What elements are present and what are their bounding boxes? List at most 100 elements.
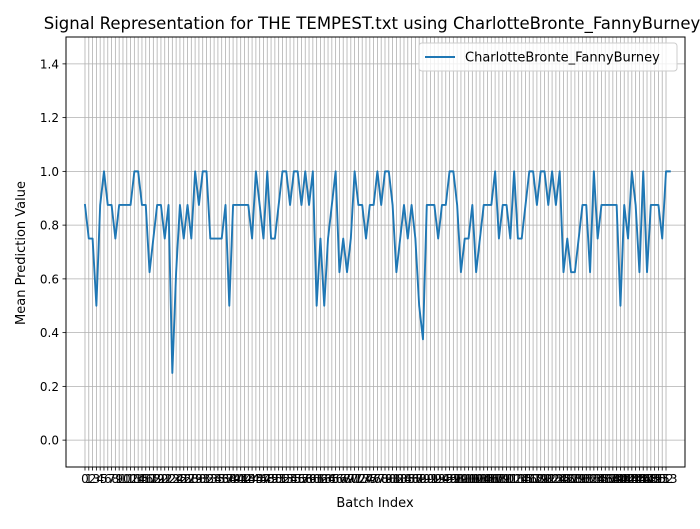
x-tick-label: 44 bbox=[244, 472, 259, 486]
y-tick-label: 0.4 bbox=[40, 326, 59, 340]
x-tick-label: 99 bbox=[453, 472, 468, 486]
x-tick-label: 104 bbox=[468, 472, 491, 486]
x-tick-label: 7 bbox=[108, 472, 116, 486]
x-tick-label: 43 bbox=[241, 472, 256, 486]
x-tick-label: 91 bbox=[423, 472, 438, 486]
x-tick-label: 14 bbox=[131, 472, 146, 486]
x-tick-label: 70 bbox=[343, 472, 358, 486]
x-tick-label: 33 bbox=[203, 472, 218, 486]
x-tick-label: 132 bbox=[575, 472, 598, 486]
x-tick-label: 126 bbox=[552, 472, 575, 486]
x-tick-label: 5 bbox=[100, 472, 108, 486]
x-tick-label: 23 bbox=[165, 472, 180, 486]
x-tick-label: 140 bbox=[605, 472, 628, 486]
x-tick-label: 116 bbox=[514, 472, 537, 486]
x-tick-label: 39 bbox=[225, 472, 240, 486]
x-tick-label: 17 bbox=[142, 472, 157, 486]
x-tick-label: 101 bbox=[457, 472, 480, 486]
x-tick-label: 106 bbox=[476, 472, 499, 486]
x-tick-label: 10 bbox=[115, 472, 130, 486]
x-tick-label: 78 bbox=[374, 472, 389, 486]
x-tick-label: 84 bbox=[396, 472, 411, 486]
x-tick-label: 128 bbox=[560, 472, 583, 486]
x-tick-label: 117 bbox=[518, 472, 541, 486]
legend-box bbox=[418, 42, 678, 72]
chart-title: Signal Representation for THE TEMPEST.tx… bbox=[44, 14, 700, 34]
legend: CharlotteBronte_FannyBurney bbox=[418, 42, 678, 72]
x-tick-label: 62 bbox=[313, 472, 328, 486]
x-tick-label: 12 bbox=[123, 472, 138, 486]
x-tick-label: 144 bbox=[620, 472, 643, 486]
x-tick-label: 119 bbox=[525, 472, 548, 486]
plot-frame bbox=[65, 36, 686, 468]
x-tick-label: 11 bbox=[119, 472, 134, 486]
x-tick-label: 141 bbox=[609, 472, 632, 486]
x-tick-label: 149 bbox=[639, 472, 662, 486]
x-tick-label: 105 bbox=[472, 472, 495, 486]
y-tick-label: 1.2 bbox=[40, 111, 59, 125]
x-tick-label: 25 bbox=[172, 472, 187, 486]
x-tick-label: 35 bbox=[210, 472, 225, 486]
x-tick-label: 59 bbox=[301, 472, 316, 486]
x-tick-label: 100 bbox=[453, 472, 476, 486]
x-tick-label: 147 bbox=[632, 472, 655, 486]
x-tick-label: 21 bbox=[157, 472, 172, 486]
x-tick-label: 93 bbox=[431, 472, 446, 486]
x-tick-label: 123 bbox=[541, 472, 564, 486]
x-tick-label: 13 bbox=[127, 472, 142, 486]
x-tick-label: 75 bbox=[362, 472, 377, 486]
x-tick-label: 38 bbox=[222, 472, 237, 486]
y-tick-label: 0.8 bbox=[40, 219, 59, 233]
x-tick-label: 152 bbox=[651, 472, 674, 486]
x-tick-label: 74 bbox=[358, 472, 373, 486]
x-tick-label: 98 bbox=[450, 472, 465, 486]
x-tick-label: 42 bbox=[237, 472, 252, 486]
x-tick-label: 24 bbox=[168, 472, 183, 486]
x-tick-label: 3 bbox=[93, 472, 101, 486]
x-tick-label: 50 bbox=[267, 472, 282, 486]
x-tick-label: 82 bbox=[389, 472, 404, 486]
x-tick-label: 88 bbox=[412, 472, 427, 486]
y-axis-label: Mean Prediction Value bbox=[14, 181, 29, 325]
axes: 0123456789101112131415161718192021222324… bbox=[40, 36, 686, 486]
x-tick-label: 107 bbox=[480, 472, 503, 486]
x-tick-label: 61 bbox=[309, 472, 324, 486]
x-tick-label: 52 bbox=[275, 472, 290, 486]
x-tick-label: 28 bbox=[184, 472, 199, 486]
x-tick-label: 127 bbox=[556, 472, 579, 486]
x-tick-label: 40 bbox=[229, 472, 244, 486]
x-tick-label: 49 bbox=[263, 472, 278, 486]
x-tick-label: 64 bbox=[320, 472, 335, 486]
x-tick-label: 134 bbox=[582, 472, 605, 486]
x-tick-label: 92 bbox=[427, 472, 442, 486]
x-tick-label: 133 bbox=[579, 472, 602, 486]
x-tick-label: 97 bbox=[446, 472, 461, 486]
x-tick-label: 87 bbox=[408, 472, 423, 486]
series-line-0 bbox=[83, 170, 671, 374]
x-tick-label: 15 bbox=[134, 472, 149, 486]
x-tick-label: 19 bbox=[150, 472, 165, 486]
x-tick-label: 142 bbox=[613, 472, 636, 486]
x-tick-label: 89 bbox=[415, 472, 430, 486]
x-tick-label: 48 bbox=[260, 472, 275, 486]
x-tick-label: 73 bbox=[355, 472, 370, 486]
x-tick-label: 0 bbox=[81, 472, 89, 486]
x-tick-label: 29 bbox=[187, 472, 202, 486]
x-tick-label: 68 bbox=[336, 472, 351, 486]
x-tick-label: 121 bbox=[533, 472, 556, 486]
x-tick-label: 22 bbox=[161, 472, 176, 486]
x-tick-label: 130 bbox=[567, 472, 590, 486]
x-tick-label: 114 bbox=[506, 472, 529, 486]
x-tick-label: 108 bbox=[484, 472, 507, 486]
x-tick-label: 125 bbox=[548, 472, 571, 486]
x-tick-label: 86 bbox=[404, 472, 419, 486]
x-tick-label: 63 bbox=[317, 472, 332, 486]
x-tick-label: 69 bbox=[339, 472, 354, 486]
x-tick-label: 102 bbox=[461, 472, 484, 486]
x-tick-label: 66 bbox=[328, 472, 343, 486]
x-tick-label: 71 bbox=[347, 472, 362, 486]
x-tick-label: 131 bbox=[571, 472, 594, 486]
